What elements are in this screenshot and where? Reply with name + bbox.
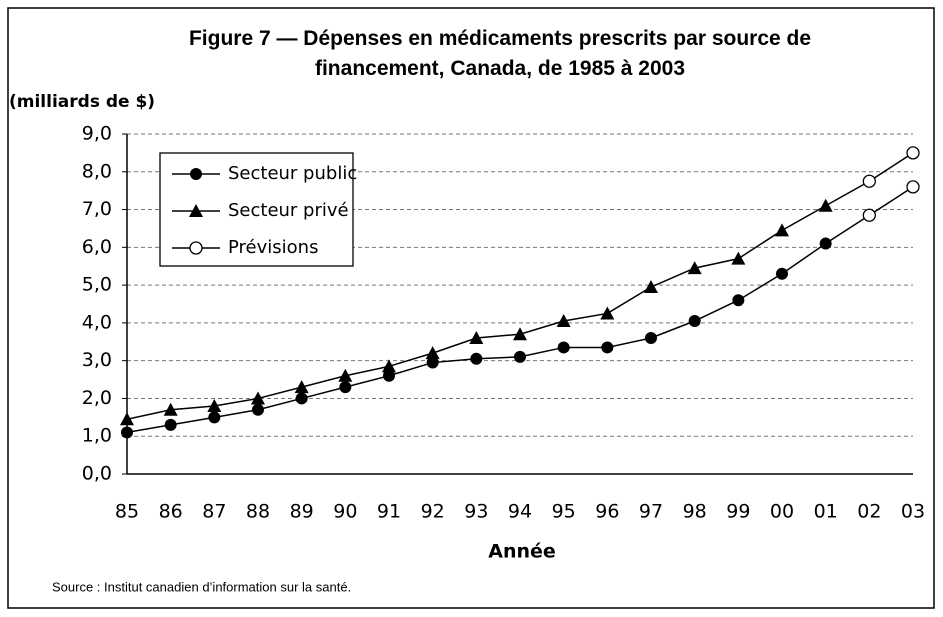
x-tick-label: 98 — [683, 501, 707, 523]
x-tick-label: 03 — [901, 501, 925, 523]
point — [295, 392, 308, 405]
y-tick-label: 8,0 — [82, 160, 112, 182]
point — [514, 350, 526, 363]
legend-marker — [190, 168, 202, 180]
x-tick-label: 86 — [159, 501, 183, 523]
title-box: Figure 7 — Dépenses en médicaments presc… — [188, 27, 812, 80]
point — [775, 223, 789, 237]
point — [208, 411, 221, 424]
x-tick-label: 94 — [508, 501, 532, 523]
point — [470, 352, 483, 365]
x-tick-label: 00 — [770, 501, 794, 523]
legend-marker — [189, 204, 203, 217]
x-tick-label: 02 — [857, 501, 881, 523]
point — [687, 261, 702, 275]
frame — [7, 7, 935, 609]
forecast-point — [906, 180, 920, 194]
point — [644, 280, 658, 293]
point — [383, 369, 395, 382]
point — [121, 426, 133, 439]
point — [120, 412, 134, 426]
y-tick-label: 5,0 — [82, 274, 112, 296]
point — [207, 399, 222, 412]
y-tick-label: 1,0 — [82, 425, 112, 447]
point — [251, 391, 265, 405]
point — [338, 368, 353, 382]
point — [556, 314, 571, 327]
point — [600, 306, 615, 320]
y-tick-label: 2,0 — [82, 387, 112, 409]
y-tick-label: 6,0 — [82, 236, 112, 258]
x-tick-label: 96 — [595, 501, 619, 523]
y-tick-label: 3,0 — [82, 349, 112, 371]
x-tick-label: 93 — [464, 501, 488, 523]
y-tick-label: 0,0 — [82, 463, 112, 485]
y-axis-label: (milliards de $) — [9, 92, 155, 112]
point — [776, 267, 788, 280]
point — [732, 294, 745, 307]
x-tick-label: 97 — [639, 501, 663, 523]
source-note: Source : Institut canadien d’information… — [52, 579, 351, 594]
point — [252, 403, 264, 416]
point — [163, 402, 178, 416]
x-tick-label: 92 — [421, 501, 445, 523]
x-tick-label: 89 — [290, 501, 314, 523]
x-tick-label: 87 — [202, 501, 226, 523]
chart-title: Figure 7 — Dépenses en médicaments presc… — [188, 27, 812, 80]
legend-label: Prévisions — [228, 237, 318, 258]
point — [731, 251, 746, 265]
forecast-point — [906, 146, 920, 160]
point — [294, 380, 309, 394]
point — [601, 341, 614, 354]
x-tick-label: 85 — [115, 501, 139, 523]
legend-marker — [189, 241, 203, 255]
point — [513, 327, 527, 341]
point — [688, 315, 701, 327]
x-tick-label: 95 — [552, 501, 576, 523]
point — [469, 331, 484, 344]
point — [557, 341, 570, 354]
point — [382, 359, 396, 373]
x-axis-label: Année — [488, 541, 556, 563]
x-tick-label: 88 — [246, 501, 270, 523]
point — [425, 346, 440, 360]
point — [426, 356, 439, 369]
point — [645, 332, 657, 344]
legend-label: Secteur privé — [228, 200, 349, 221]
point — [819, 237, 832, 250]
legend-label: Secteur public — [228, 163, 357, 184]
forecast-point — [862, 174, 876, 188]
x-tick-label: 99 — [726, 501, 750, 523]
y-tick-label: 7,0 — [82, 198, 112, 220]
forecast-point — [862, 208, 876, 222]
point — [339, 381, 352, 394]
point — [164, 418, 177, 431]
point — [818, 198, 833, 212]
x-tick-label: 01 — [814, 501, 838, 523]
y-tick-label: 9,0 — [82, 123, 112, 145]
x-tick-label: 91 — [377, 501, 401, 523]
y-tick-label: 4,0 — [82, 311, 112, 333]
x-tick-label: 90 — [333, 501, 357, 523]
